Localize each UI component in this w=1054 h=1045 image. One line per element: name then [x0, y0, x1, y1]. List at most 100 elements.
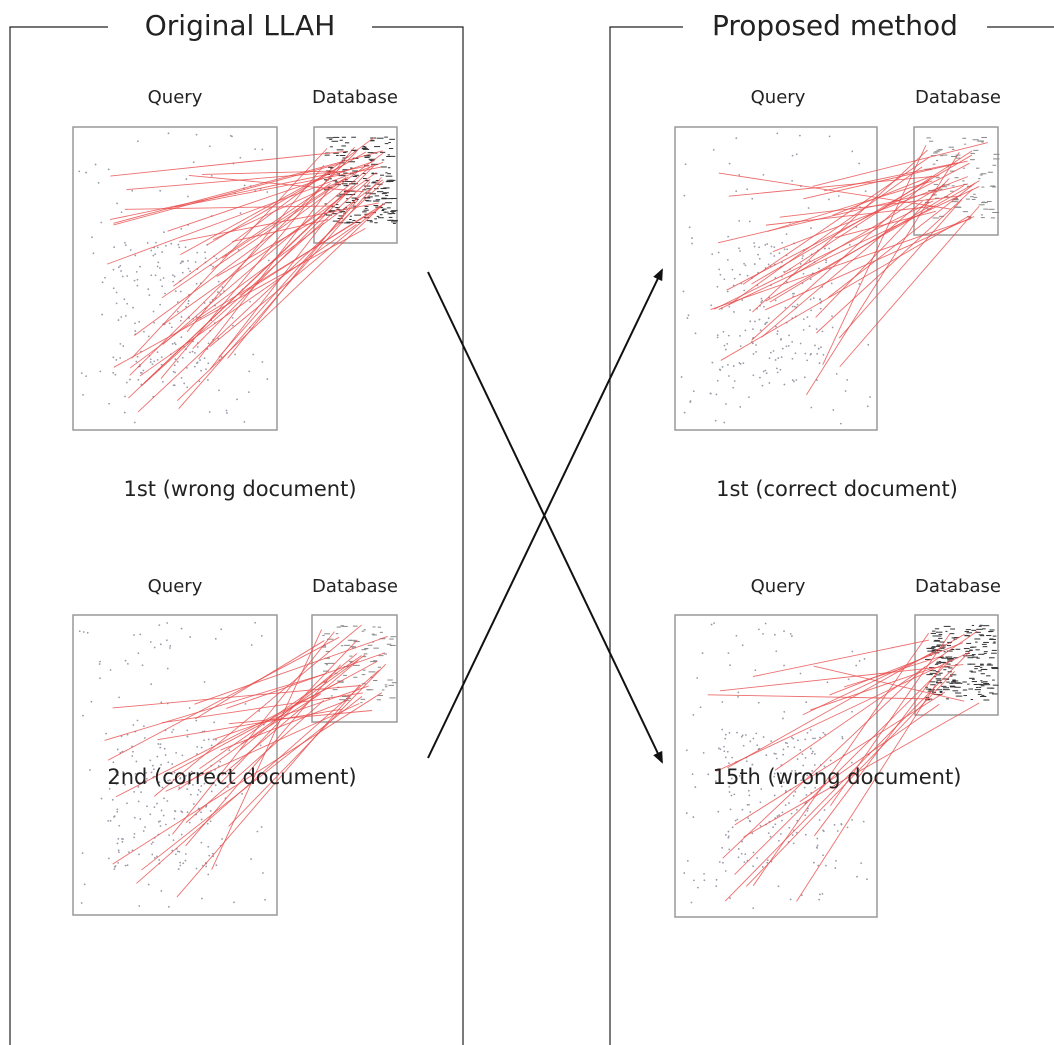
- feature-point: [796, 153, 798, 155]
- feature-point: [126, 802, 128, 804]
- feature-point: [248, 370, 250, 372]
- feature-point: [782, 348, 784, 350]
- feature-point: [180, 228, 182, 230]
- feature-point: [164, 748, 166, 750]
- feature-point: [196, 134, 198, 136]
- feature-point: [756, 744, 758, 746]
- feature-point: [177, 244, 179, 246]
- feature-point: [719, 274, 721, 276]
- feature-point: [157, 359, 159, 361]
- feature-point: [182, 862, 184, 864]
- feature-point: [207, 362, 209, 364]
- feature-point: [156, 803, 158, 805]
- feature-point: [119, 343, 121, 345]
- feature-point: [142, 664, 144, 666]
- feature-point: [196, 362, 198, 364]
- feature-point: [808, 207, 810, 209]
- feature-point: [728, 652, 730, 654]
- feature-point: [784, 248, 786, 250]
- feature-point: [244, 185, 246, 187]
- feature-point: [139, 818, 141, 820]
- feature-point: [150, 358, 152, 360]
- feature-point: [696, 677, 698, 679]
- feature-point: [702, 652, 704, 654]
- feature-point: [749, 320, 751, 322]
- feature-point: [213, 721, 215, 723]
- feature-point: [729, 897, 731, 899]
- database-label: Database: [312, 87, 398, 108]
- feature-point: [834, 824, 836, 826]
- feature-point: [754, 669, 756, 671]
- feature-point: [722, 862, 724, 864]
- feature-point: [147, 242, 149, 244]
- feature-point: [118, 851, 120, 853]
- feature-point: [127, 663, 129, 665]
- feature-point: [718, 747, 720, 749]
- feature-point: [181, 316, 183, 318]
- feature-point: [763, 306, 765, 308]
- feature-point: [126, 382, 128, 384]
- feature-point: [748, 794, 750, 796]
- feature-point: [200, 842, 202, 844]
- feature-point: [831, 283, 833, 285]
- feature-point: [867, 344, 869, 346]
- feature-point: [775, 359, 777, 361]
- feature-point: [82, 394, 84, 396]
- feature-point: [185, 246, 187, 248]
- feature-point: [740, 363, 742, 365]
- feature-point: [160, 825, 162, 827]
- feature-point: [736, 732, 738, 734]
- feature-point: [800, 263, 802, 265]
- feature-point: [826, 681, 828, 683]
- feature-point: [777, 330, 779, 332]
- feature-point: [81, 372, 83, 374]
- feature-point: [93, 252, 95, 254]
- feature-point: [836, 373, 838, 375]
- feature-point: [803, 273, 805, 275]
- feature-point: [159, 747, 161, 749]
- feature-point: [851, 762, 853, 764]
- feature-point: [681, 376, 683, 378]
- feature-point: [137, 140, 139, 142]
- feature-point: [157, 351, 159, 353]
- feature-point: [122, 345, 124, 347]
- feature-point: [703, 879, 705, 881]
- feature-point: [85, 172, 87, 174]
- feature-point: [114, 374, 116, 376]
- feature-point: [189, 636, 191, 638]
- feature-point: [736, 819, 738, 821]
- feature-point: [715, 885, 717, 887]
- feature-point: [754, 246, 756, 248]
- feature-point: [717, 811, 719, 813]
- feature-point: [761, 300, 763, 302]
- feature-point: [152, 363, 154, 365]
- feature-point: [208, 855, 210, 857]
- feature-point: [137, 356, 139, 358]
- feature-point: [82, 852, 84, 854]
- feature-point: [700, 706, 702, 708]
- feature-point: [775, 753, 777, 755]
- feature-point: [790, 899, 792, 901]
- feature-point: [728, 835, 730, 837]
- feature-point: [767, 859, 769, 861]
- feature-point: [748, 396, 750, 398]
- feature-point: [848, 678, 850, 680]
- feature-point: [719, 861, 721, 863]
- feature-point: [729, 163, 731, 165]
- feature-point: [99, 663, 101, 665]
- feature-point: [181, 628, 183, 630]
- feature-point: [205, 257, 207, 259]
- feature-point: [187, 196, 189, 198]
- feature-point: [166, 800, 168, 802]
- feature-point: [806, 359, 808, 361]
- feature-point: [725, 834, 727, 836]
- feature-point: [189, 352, 191, 354]
- feature-point: [210, 810, 212, 812]
- feature-point: [182, 357, 184, 359]
- feature-point: [204, 681, 206, 683]
- feature-point: [187, 303, 189, 305]
- feature-point: [186, 386, 188, 388]
- feature-point: [788, 827, 790, 829]
- feature-point: [693, 390, 695, 392]
- feature-point: [728, 762, 730, 764]
